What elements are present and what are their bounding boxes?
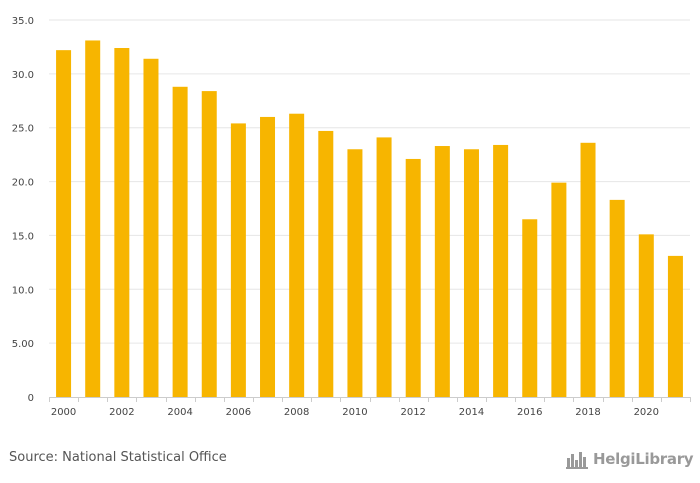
y-tick-label: 5.00 [12, 339, 34, 350]
bar-2013 [434, 146, 450, 397]
bar-2018 [580, 142, 596, 397]
x-axis-tick-labels: 2000 2002 2004 2006 2008 2010 2012 2014 2016 2018… [51, 407, 659, 418]
bar-2002 [114, 48, 130, 398]
x-tick-label: 2002 [109, 407, 134, 418]
bar-2017 [551, 182, 567, 397]
y-tick-label: 0 [28, 393, 34, 404]
x-tick-label: 2008 [284, 407, 309, 418]
bar-2012 [405, 158, 421, 397]
bar-2007 [260, 116, 276, 397]
bars [56, 40, 683, 398]
x-tick-label: 2018 [575, 407, 600, 418]
bar-2010 [347, 149, 363, 397]
x-tick-label: 2004 [167, 407, 192, 418]
bar-2003 [143, 58, 159, 398]
bar-2004 [172, 86, 188, 397]
y-tick-label: 20.0 [12, 178, 34, 189]
bar-2001 [85, 40, 101, 398]
bar-2008 [289, 113, 305, 397]
y-tick-label: 25.0 [12, 124, 34, 135]
bar-2014 [463, 149, 479, 397]
x-tick-label: 2014 [459, 407, 484, 418]
y-tick-label: 30.0 [12, 70, 34, 81]
bar-2006 [230, 123, 246, 398]
bar-2016 [522, 219, 538, 397]
source-note: Source: National Statistical Office [9, 450, 227, 465]
y-axis-tick-labels: 0 5.00 10.0 15.0 20.0 25.0 30.0 35.0 [12, 16, 34, 404]
bar-2021 [667, 255, 683, 397]
x-tick-label: 2006 [226, 407, 251, 418]
x-axis [49, 397, 691, 402]
x-tick-label: 2020 [634, 407, 659, 418]
x-tick-label: 2010 [342, 407, 367, 418]
y-tick-label: 35.0 [12, 16, 34, 27]
helgilibrary-logo: HelgiLibrary [566, 448, 694, 470]
x-tick-label: 2012 [400, 407, 425, 418]
city-skyline-icon [566, 452, 588, 469]
bar-2009 [318, 130, 334, 397]
bar-2011 [376, 137, 392, 397]
logo-text: HelgiLibrary [593, 450, 694, 468]
bar-2020 [638, 234, 654, 397]
y-tick-label: 10.0 [12, 285, 34, 296]
x-tick-label: 2016 [517, 407, 542, 418]
x-tick-label: 2000 [51, 407, 76, 418]
bar-2015 [493, 144, 509, 397]
y-tick-label: 15.0 [12, 231, 34, 242]
bar-2019 [609, 199, 625, 397]
bar-2005 [201, 91, 217, 397]
bar-2000 [56, 50, 72, 397]
